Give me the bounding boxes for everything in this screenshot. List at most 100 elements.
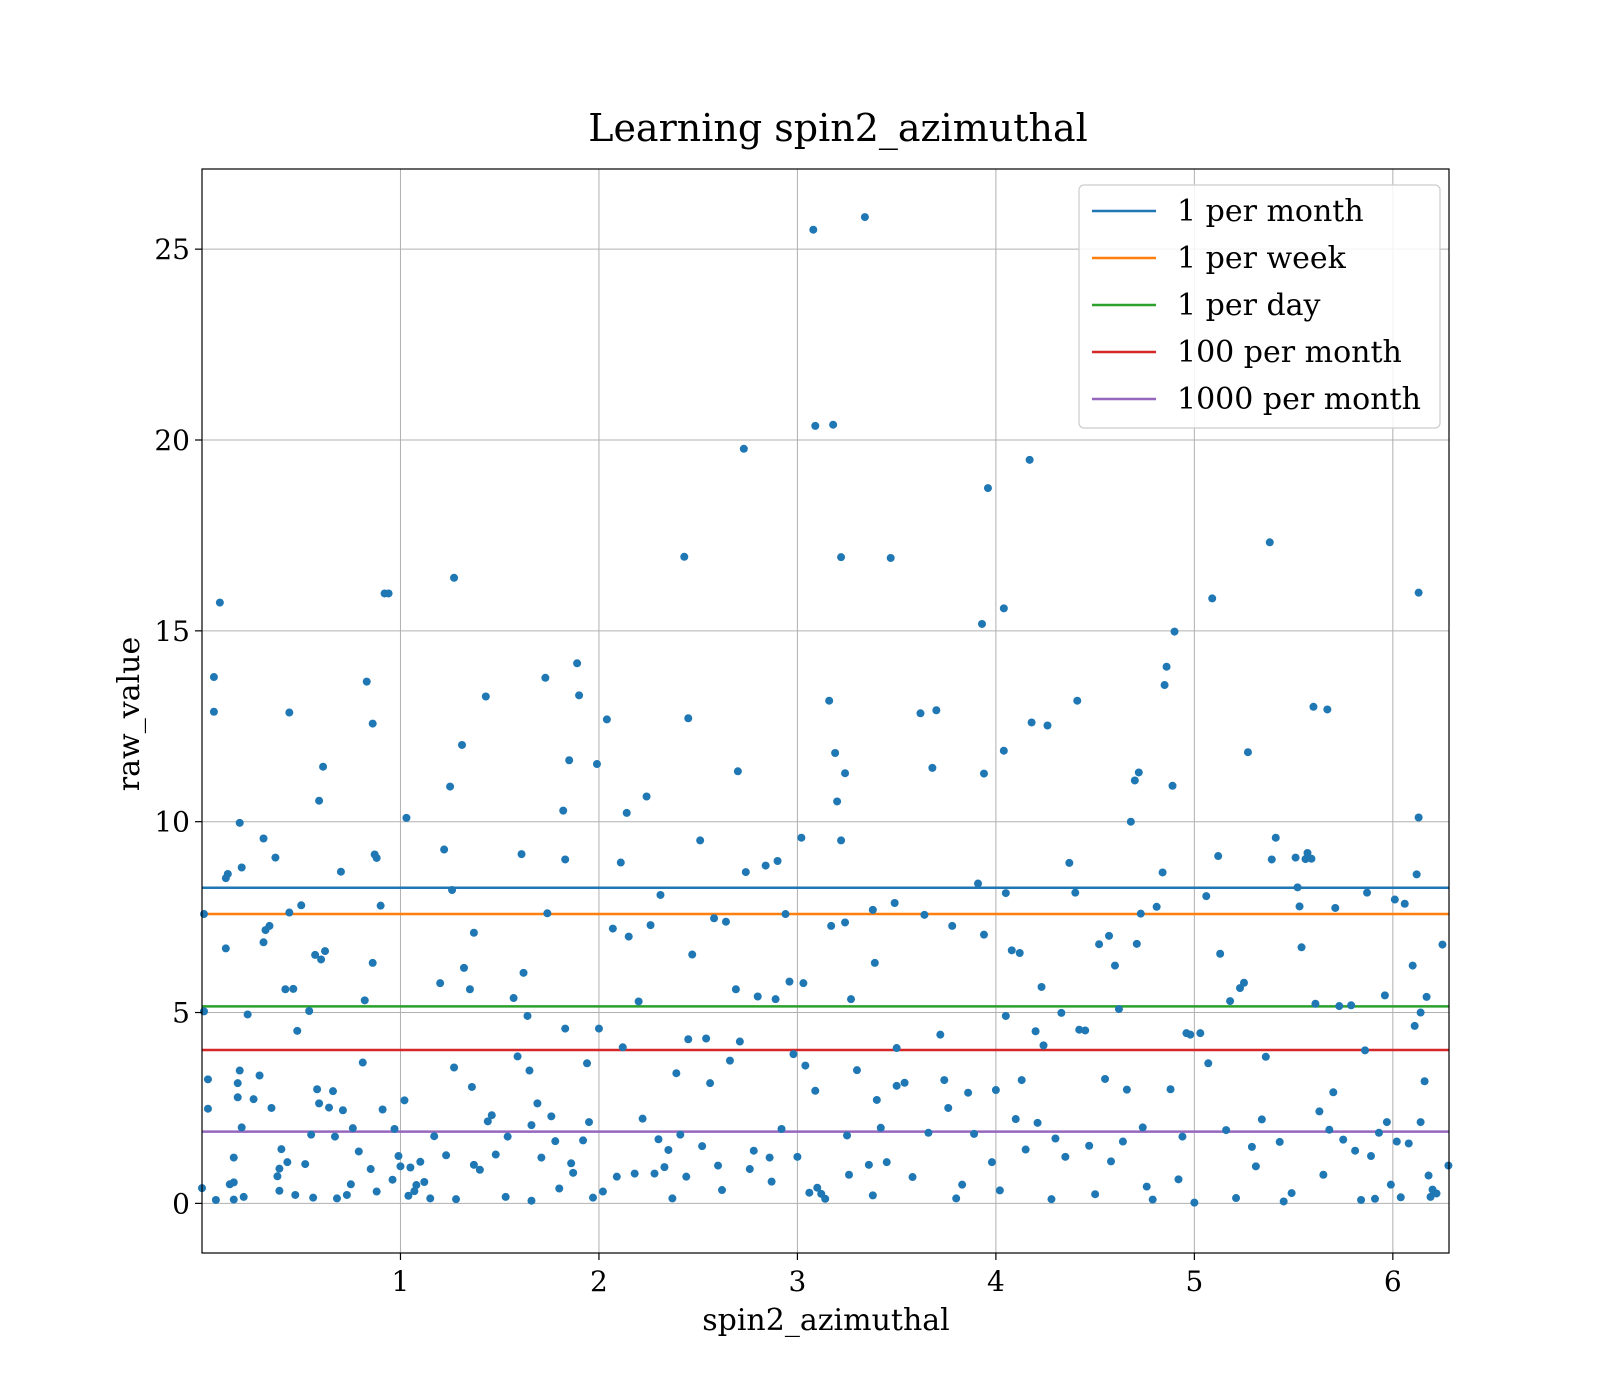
data-point bbox=[1065, 858, 1074, 867]
data-point bbox=[275, 1164, 284, 1173]
data-point bbox=[1291, 853, 1300, 862]
data-point bbox=[974, 879, 983, 888]
data-point bbox=[1081, 1026, 1090, 1035]
data-point bbox=[1051, 1134, 1060, 1143]
data-point bbox=[825, 696, 834, 705]
data-point bbox=[235, 818, 244, 827]
data-point bbox=[243, 1010, 252, 1019]
data-point bbox=[378, 1105, 387, 1114]
data-point bbox=[773, 857, 782, 866]
data-point bbox=[876, 1123, 885, 1132]
data-point bbox=[1039, 1041, 1048, 1050]
data-point bbox=[319, 762, 328, 771]
data-point bbox=[404, 1191, 413, 1200]
data-point bbox=[1432, 1189, 1441, 1198]
data-point bbox=[1420, 1077, 1429, 1086]
data-point bbox=[1033, 1118, 1042, 1127]
y-tick-label: 10 bbox=[154, 806, 190, 839]
data-point bbox=[781, 910, 790, 919]
data-point bbox=[845, 1170, 854, 1179]
data-point bbox=[372, 853, 381, 862]
data-point bbox=[1374, 1128, 1383, 1137]
data-point bbox=[390, 1124, 399, 1133]
data-point bbox=[358, 1058, 367, 1067]
data-point bbox=[995, 1186, 1004, 1195]
data-point bbox=[598, 1187, 607, 1196]
data-point bbox=[592, 760, 601, 769]
data-point bbox=[1426, 1192, 1435, 1201]
data-point bbox=[527, 1121, 536, 1130]
data-point bbox=[1216, 949, 1225, 958]
data-point bbox=[1110, 961, 1119, 970]
data-point bbox=[983, 484, 992, 493]
data-point bbox=[821, 1194, 830, 1203]
data-point bbox=[833, 797, 842, 806]
data-point bbox=[714, 1161, 723, 1170]
data-point bbox=[890, 898, 899, 907]
data-point bbox=[958, 1180, 967, 1189]
data-point bbox=[920, 910, 929, 919]
data-point bbox=[376, 901, 385, 910]
data-point bbox=[1232, 1194, 1241, 1203]
data-point bbox=[313, 1085, 322, 1094]
data-point bbox=[1071, 888, 1080, 897]
data-point bbox=[1196, 1029, 1205, 1038]
data-point bbox=[1351, 1146, 1360, 1155]
data-point bbox=[710, 914, 719, 923]
data-point bbox=[273, 1172, 282, 1181]
data-point bbox=[315, 796, 324, 805]
data-point bbox=[354, 1147, 363, 1156]
data-point bbox=[916, 709, 925, 718]
data-point bbox=[827, 921, 836, 930]
x-tick-label: 2 bbox=[590, 1265, 608, 1298]
data-point bbox=[1148, 1195, 1157, 1204]
data-point bbox=[717, 1186, 726, 1195]
data-point bbox=[237, 1123, 246, 1132]
data-point bbox=[1202, 892, 1211, 901]
data-point bbox=[624, 932, 633, 941]
data-point bbox=[706, 1079, 715, 1088]
data-point bbox=[872, 1095, 881, 1104]
data-point bbox=[1178, 1132, 1187, 1141]
data-point bbox=[811, 421, 820, 430]
data-point bbox=[831, 748, 840, 757]
data-point bbox=[239, 1192, 248, 1201]
data-point bbox=[229, 1178, 238, 1187]
data-point bbox=[1057, 1008, 1066, 1017]
data-point bbox=[1208, 594, 1217, 603]
data-point bbox=[970, 1129, 979, 1138]
y-tick-label: 20 bbox=[154, 424, 190, 457]
data-point bbox=[309, 1193, 318, 1202]
data-point bbox=[672, 1069, 681, 1078]
data-point bbox=[1130, 776, 1139, 785]
data-point bbox=[847, 995, 856, 1004]
legend-item: 1000 per month bbox=[1092, 382, 1421, 417]
data-point bbox=[285, 708, 294, 717]
data-point bbox=[579, 1136, 588, 1145]
data-point bbox=[328, 1087, 337, 1096]
data-point bbox=[1422, 992, 1431, 1001]
data-point bbox=[987, 1158, 996, 1167]
data-point bbox=[900, 1078, 909, 1087]
data-point bbox=[525, 1066, 534, 1075]
data-point bbox=[829, 420, 838, 429]
data-point bbox=[410, 1187, 419, 1196]
data-point bbox=[1214, 852, 1223, 861]
data-point bbox=[656, 890, 665, 899]
data-point bbox=[487, 1111, 496, 1120]
data-point bbox=[932, 706, 941, 715]
data-point bbox=[936, 1030, 945, 1039]
data-point bbox=[1136, 909, 1145, 918]
data-point bbox=[1311, 999, 1320, 1008]
data-point bbox=[362, 677, 371, 686]
data-point bbox=[1424, 1171, 1433, 1180]
legend-item: 1 per day bbox=[1092, 288, 1321, 323]
data-point bbox=[199, 1007, 208, 1016]
data-point bbox=[1091, 1190, 1100, 1199]
data-point bbox=[882, 1158, 891, 1167]
data-point bbox=[1160, 681, 1169, 690]
data-point bbox=[573, 659, 582, 668]
data-point bbox=[612, 1172, 621, 1181]
data-point bbox=[285, 908, 294, 917]
data-point bbox=[771, 995, 780, 1004]
